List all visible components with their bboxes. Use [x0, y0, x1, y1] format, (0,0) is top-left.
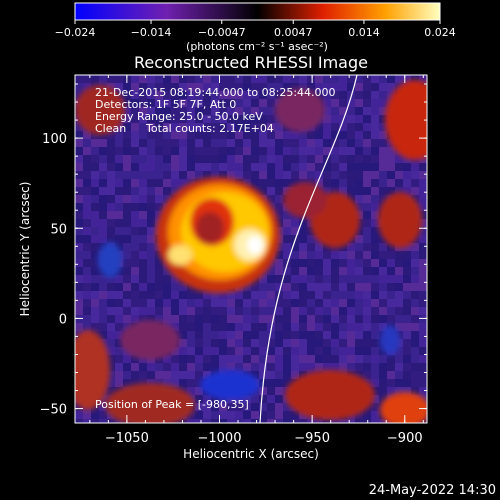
y-tick-label: 0: [59, 312, 67, 327]
x-tick-label: −950: [294, 431, 330, 446]
annotation-total-counts: Total counts: 2.17E+04: [145, 122, 274, 135]
x-axis-label: Heliocentric X (arcsec): [183, 447, 319, 461]
annotation-time-range: 21-Dec-2015 08:19:44.000 to 08:25:44.000: [95, 86, 336, 99]
annotations: 21-Dec-2015 08:19:44.000 to 08:25:44.000…: [95, 86, 336, 411]
y-tick-label: −50: [40, 403, 67, 418]
colorbar-gradient: [74, 2, 441, 21]
annotation-peak-position: Position of Peak = [-980,35]: [95, 398, 249, 411]
colorbar-tick-label: 0.014: [348, 26, 380, 39]
annotation-detectors: Detectors: 1F 5F 7F, Att 0: [95, 98, 236, 111]
x-tick-label: −1050: [105, 431, 149, 446]
plot-frame: [74, 74, 428, 424]
heatmap-image: [75, 75, 427, 423]
colorbar-tick-label: −0.014: [131, 26, 172, 39]
colorbar-tick-label: 0.0047: [274, 26, 313, 39]
colorbar-tick-label: −0.0047: [198, 26, 246, 39]
chart-title: Reconstructed RHESSI Image: [134, 53, 368, 72]
y-tick-label: 100: [42, 132, 67, 147]
y-axis-label: Heliocentric Y (arcsec): [18, 182, 32, 317]
x-axis: −1050 −1000 −950 −900: [89, 75, 424, 446]
colorbar-tick-label: −0.024: [55, 26, 96, 39]
y-axis: −50 0 50 100: [40, 83, 427, 418]
y-tick-label: 50: [50, 222, 67, 237]
annotation-method: Clean: [95, 122, 126, 135]
colorbar: −0.024 −0.014 −0.0047 0.0047 0.014 0.024 (pho…: [55, 2, 456, 53]
colorbar-tick-label: 0.024: [424, 26, 456, 39]
x-tick-label: −1000: [198, 431, 242, 446]
colorbar-units-label: (photons cm⁻² s⁻¹ asec⁻²): [186, 40, 328, 53]
colorbar-ticks: −0.024 −0.014 −0.0047 0.0047 0.014 0.024: [55, 20, 456, 39]
annotation-energy-range: Energy Range: 25.0 - 50.0 keV: [95, 110, 263, 123]
solar-limb-line: [259, 75, 358, 423]
footer-timestamp: 24-May-2022 14:30: [369, 483, 496, 498]
x-tick-label: −900: [387, 431, 423, 446]
